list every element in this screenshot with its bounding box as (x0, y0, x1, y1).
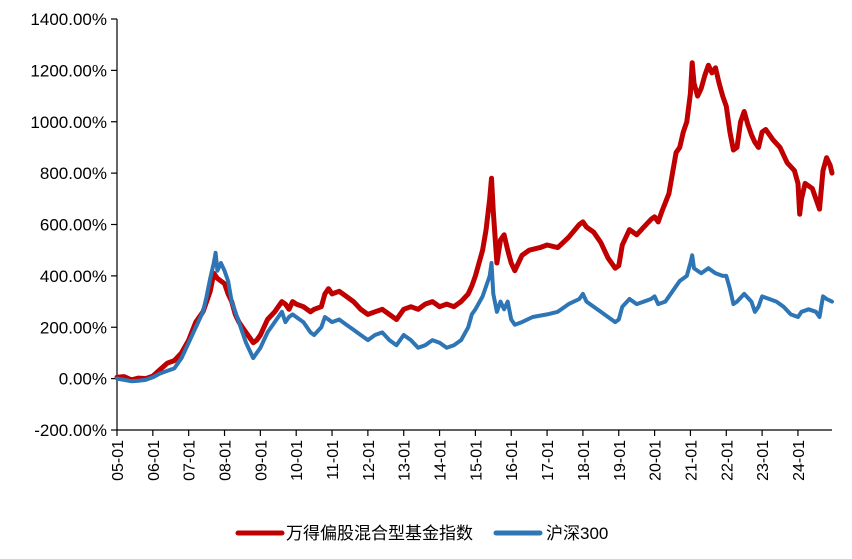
y-tick-label: 600.00% (40, 216, 107, 235)
series-line-fund-index (114, 60, 835, 383)
x-tick-label: 14-01 (433, 440, 450, 481)
legend: 万得偏股混合型基金指数 沪深300 (235, 524, 608, 543)
x-tick-label: 13-01 (397, 440, 414, 481)
y-tick-label: -200.00% (34, 421, 107, 440)
x-tick-label: 22-01 (719, 440, 736, 481)
x-tick-label: 23-01 (755, 440, 772, 481)
y-tick-label: 0.00% (59, 370, 107, 389)
x-tick-label: 19-01 (612, 440, 629, 481)
series-layer (114, 60, 835, 384)
y-tick-label: 400.00% (40, 267, 107, 286)
x-tick-label: 15-01 (468, 440, 485, 481)
x-tick-label: 17-01 (540, 440, 557, 481)
x-tick-label: 10-01 (289, 440, 306, 481)
x-tick-label: 16-01 (504, 440, 521, 481)
x-tick-label: 20-01 (648, 440, 665, 481)
x-tick-label: 12-01 (361, 440, 378, 481)
x-tick-label: 05-01 (110, 440, 127, 481)
x-tick-label: 21-01 (683, 440, 700, 481)
y-tick-label: 200.00% (40, 318, 107, 337)
legend-label: 沪深300 (546, 524, 608, 543)
x-axis: 05-01 06-01 07-01 08-01 09-01 10-01 11-01 12-01… (110, 429, 832, 481)
x-tick-label: 09-01 (253, 440, 270, 481)
x-tick-label: 18-01 (576, 440, 593, 481)
x-tick-label: 24-01 (791, 440, 808, 481)
y-axis: 1400.00% 1200.00% 1000.00% 800.00% 600.00% 40… (30, 10, 118, 440)
y-tick-label: 1400.00% (30, 10, 107, 29)
y-tick-label: 1200.00% (30, 61, 107, 80)
x-tick-label: 07-01 (182, 440, 199, 481)
x-tick-label: 11-01 (325, 440, 342, 480)
x-tick-label: 08-01 (218, 440, 235, 481)
legend-label: 万得偏股混合型基金指数 (286, 524, 473, 543)
y-tick-label: 1000.00% (30, 113, 107, 132)
y-tick-label: 800.00% (40, 164, 107, 183)
series-line-csi300 (115, 250, 834, 384)
x-tick-label: 06-01 (146, 440, 163, 481)
